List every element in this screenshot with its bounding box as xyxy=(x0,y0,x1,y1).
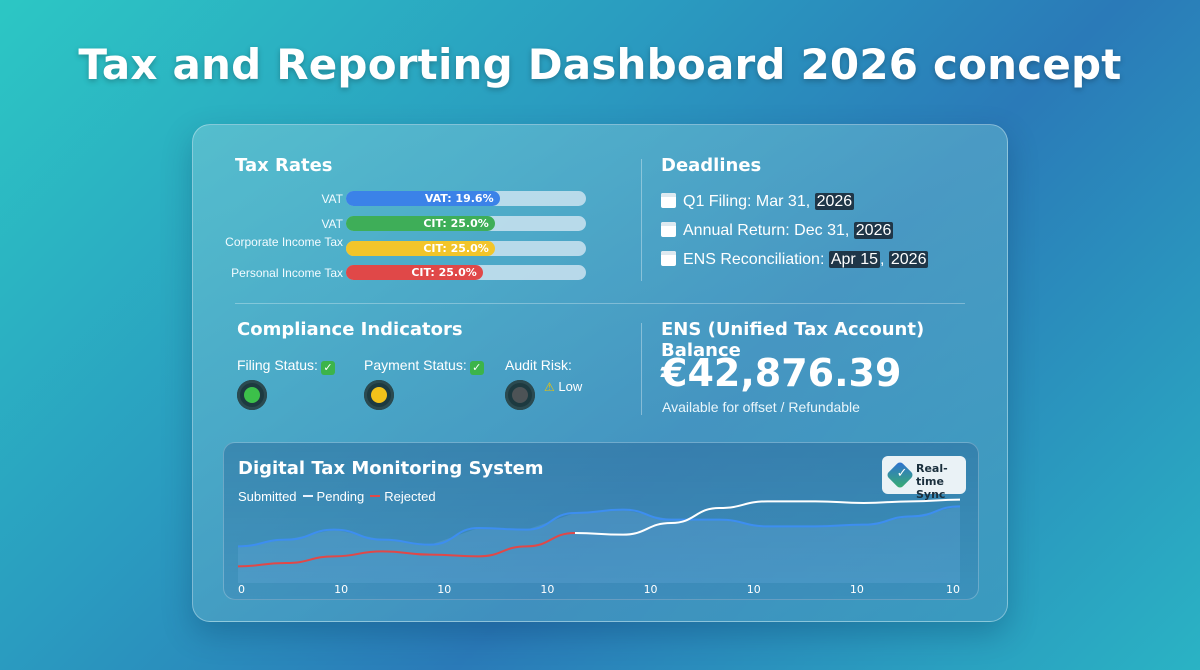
x-tick-label: 10 xyxy=(540,583,554,596)
chart-area xyxy=(238,506,960,583)
deadline-sep: , xyxy=(879,251,889,268)
deadline-text: Annual Return: Dec 31, xyxy=(683,222,854,239)
filing-status-text: Filing Status: xyxy=(237,357,318,373)
dashboard-card: Tax Rates VAT VAT: 19.6% VAT CIT: 25.0% … xyxy=(192,124,1008,622)
x-tick-label: 10 xyxy=(946,583,960,596)
legend-submitted: Submitted xyxy=(238,489,297,504)
tax-rate-bar: CIT: 25.0% xyxy=(346,216,495,231)
tax-rate-row: Corporate Income Tax CIT: 25.0% xyxy=(223,235,588,257)
legend-pending-swatch xyxy=(302,495,313,497)
filing-status-label: Filing Status: ✓ xyxy=(237,357,335,375)
tax-rate-bar: CIT: 25.0% xyxy=(346,241,495,256)
chart-legend: Submitted Pending Rejected xyxy=(238,489,436,504)
x-tick-label: 10 xyxy=(747,583,761,596)
tax-rate-label: Corporate Income Tax xyxy=(225,235,343,249)
ens-balance-title: ENS (Unified Tax Account) Balance xyxy=(661,319,925,361)
page-title: Tax and Reporting Dashboard 2026 concept xyxy=(78,40,1122,89)
calendar-icon xyxy=(661,222,676,237)
deadline-item: ENS Reconciliation: Apr 15, 2026 xyxy=(661,249,929,271)
x-tick-label: 10 xyxy=(437,583,451,596)
tax-rate-label: VAT xyxy=(321,192,343,206)
tax-rate-track: CIT: 25.0% xyxy=(346,265,586,280)
tax-rate-bar: CIT: 25.0% xyxy=(346,265,483,280)
tax-rate-row: VAT VAT: 19.6% xyxy=(223,191,588,207)
x-tick-label: 10 xyxy=(334,583,348,596)
tax-rate-track: CIT: 25.0% xyxy=(346,216,586,231)
checkmark-icon: ✓ xyxy=(320,361,335,375)
tax-rate-row: VAT CIT: 25.0% xyxy=(223,216,588,232)
deadlines-title: Deadlines xyxy=(661,155,762,176)
legend-pending: Pending xyxy=(316,489,365,504)
sync-label-line2: Sync xyxy=(916,488,946,501)
horizontal-divider xyxy=(235,303,965,304)
tax-rate-label: VAT xyxy=(321,217,343,231)
deadline-date: Apr 15 xyxy=(828,251,880,268)
series-line-pending xyxy=(574,498,961,536)
series-line-rejected xyxy=(237,532,575,568)
payment-status-indicator xyxy=(364,380,394,410)
compliance-title: Compliance Indicators xyxy=(237,319,463,340)
deadline-year: 2026 xyxy=(853,222,894,239)
deadline-text: ENS Reconciliation: xyxy=(683,251,829,268)
legend-rejected-swatch xyxy=(370,495,381,497)
monitoring-chart: 0 10 10 10 10 10 10 10 xyxy=(237,498,961,596)
deadline-text: Q1 Filing: Mar 31, xyxy=(683,193,815,210)
ens-balance-amount: €42,876.39 xyxy=(661,351,902,395)
deadline-year: 2026 xyxy=(814,193,855,210)
filing-status-indicator xyxy=(237,380,267,410)
sync-label-line1: Real-time xyxy=(916,462,948,488)
payment-status-label: Payment Status: ✓ xyxy=(364,357,484,375)
tax-rates-title: Tax Rates xyxy=(235,155,333,176)
audit-risk-label: Audit Risk: xyxy=(505,357,572,373)
vertical-divider xyxy=(641,323,642,415)
deadline-item: Q1 Filing: Mar 31, 2026 xyxy=(661,191,855,213)
sync-icon xyxy=(885,460,915,490)
series-line-submitted xyxy=(237,505,961,548)
tax-rate-track: CIT: 25.0% xyxy=(346,241,586,256)
x-tick-label: 0 xyxy=(238,583,245,596)
tax-rate-row: Personal Income Tax CIT: 25.0% xyxy=(223,265,588,281)
monitoring-panel: 0 10 10 10 10 10 10 10 Digital Tax Monitoring S… xyxy=(223,442,979,600)
calendar-icon xyxy=(661,193,676,208)
monitoring-title: Digital Tax Monitoring System xyxy=(238,458,544,479)
legend-rejected: Rejected xyxy=(384,489,436,504)
tax-rate-bar: VAT: 19.6% xyxy=(346,191,500,206)
warning-icon: ⚠ xyxy=(544,380,555,394)
vertical-divider xyxy=(641,159,642,281)
deadline-year: 2026 xyxy=(888,251,929,268)
x-tick-label: 10 xyxy=(644,583,658,596)
audit-risk-indicator xyxy=(505,380,535,410)
payment-status-text: Payment Status: xyxy=(364,357,467,373)
ens-balance-subtitle: Available for offset / Refundable xyxy=(662,399,860,415)
audit-risk-level: ⚠ Low xyxy=(544,379,582,394)
tax-rate-track: VAT: 19.6% xyxy=(346,191,586,206)
x-tick-label: 10 xyxy=(850,583,864,596)
calendar-icon xyxy=(661,251,676,266)
tax-rate-label: Personal Income Tax xyxy=(231,266,343,280)
audit-risk-value: Low xyxy=(558,379,583,394)
deadline-item: Annual Return: Dec 31, 2026 xyxy=(661,220,894,242)
realtime-sync-badge[interactable]: Real-time Sync xyxy=(882,456,966,501)
checkmark-icon: ✓ xyxy=(469,361,484,375)
